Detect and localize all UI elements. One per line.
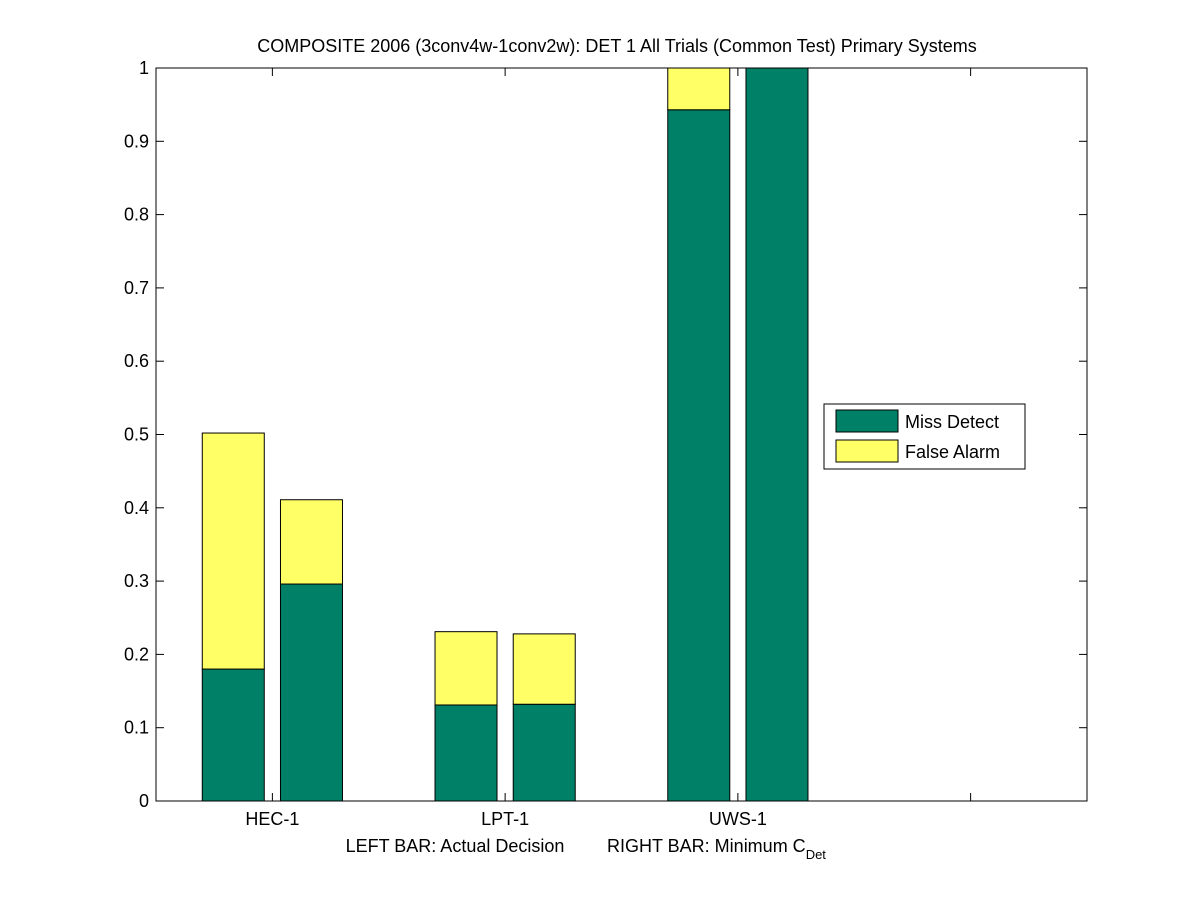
ticks-layer: HEC-1 LPT-1 UWS-1 0 0.1 0.2 0.3 0.4 0.5 0.6 0.7 0.8… [124, 58, 1087, 829]
x-tick-label: UWS-1 [709, 809, 767, 829]
bar-false-alarm-left-uws-1 [667, 67, 731, 111]
x-axis-label-right: RIGHT BAR: Minimum CDet [607, 836, 826, 862]
chart-title: COMPOSITE 2006 (3conv4w-1conv2w): DET 1 … [257, 36, 977, 56]
y-tick-label: 0.4 [124, 498, 149, 518]
bar-miss-right-uws-1 [745, 67, 809, 802]
y-tick-label: 0.6 [124, 351, 149, 371]
x-tick-label: LPT-1 [481, 809, 529, 829]
bar-miss-right-lpt-1 [512, 703, 576, 802]
legend-swatch-miss-detect [835, 409, 899, 433]
bar-false-alarm-right-hec-1 [279, 499, 343, 585]
y-tick-label: 0.1 [124, 718, 149, 738]
bars-layer [201, 67, 809, 802]
y-tick-label: 1 [139, 58, 149, 78]
bar-miss-right-hec-1 [279, 583, 343, 802]
x-axis-label-left: LEFT BAR: Actual Decision [346, 836, 565, 856]
y-tick-label: 0.8 [124, 205, 149, 225]
y-tick-label: 0.7 [124, 278, 149, 298]
x-tick-label: HEC-1 [245, 809, 299, 829]
bar-false-alarm-left-hec-1 [201, 432, 265, 670]
bar-false-alarm-right-lpt-1 [512, 633, 576, 705]
y-tick-label: 0.3 [124, 571, 149, 591]
legend-label-miss-detect: Miss Detect [905, 412, 999, 432]
x-axis-label-right-subscript: Det [806, 847, 827, 862]
legend-swatch-false-alarm [835, 439, 899, 463]
bar-miss-left-uws-1 [667, 109, 731, 802]
x-axis-label-right-text: RIGHT BAR: Minimum C [607, 836, 806, 856]
y-tick-label: 0.9 [124, 131, 149, 151]
legend: Miss Detect False Alarm [823, 403, 1026, 470]
y-tick-label: 0.2 [124, 644, 149, 664]
y-tick-label: 0.5 [124, 425, 149, 445]
legend-label-false-alarm: False Alarm [905, 442, 1000, 462]
bar-miss-left-hec-1 [201, 668, 265, 802]
bar-miss-left-lpt-1 [434, 704, 498, 802]
bar-false-alarm-left-lpt-1 [434, 631, 498, 706]
y-tick-label: 0 [139, 791, 149, 811]
